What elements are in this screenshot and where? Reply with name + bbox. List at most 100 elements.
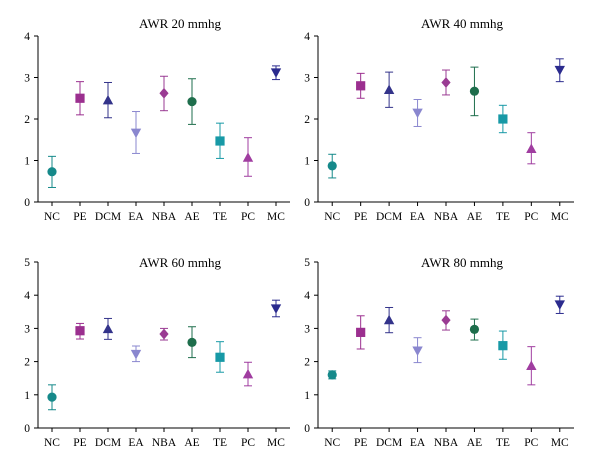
panel-title: AWR 20 mmhg	[139, 16, 222, 31]
x-tick-label: PE	[73, 211, 86, 223]
data-point-nba	[159, 328, 169, 340]
x-tick-label: EA	[410, 211, 426, 223]
x-tick-label: DCM	[376, 437, 402, 449]
data-point-nba	[441, 314, 451, 326]
data-point-pc	[242, 152, 254, 162]
data-point-ea	[412, 108, 423, 119]
data-point-ea	[412, 346, 423, 357]
x-tick-label: NBA	[152, 211, 177, 223]
y-tick-label: 2	[24, 114, 30, 126]
x-tick-label: AE	[184, 211, 199, 223]
y-tick-label: 3	[304, 73, 310, 85]
x-tick-label: PC	[241, 437, 255, 449]
x-tick-label: NC	[44, 437, 60, 449]
data-point-te	[215, 352, 225, 362]
data-point-nc	[47, 167, 57, 177]
data-point-pe	[75, 326, 85, 336]
x-tick-label: DCM	[95, 211, 121, 223]
y-tick-label: 1	[304, 390, 310, 402]
x-tick-label: PC	[241, 211, 255, 223]
x-tick-label: MC	[551, 437, 569, 449]
x-tick-label: AE	[184, 437, 199, 449]
data-point-ea	[130, 128, 142, 139]
data-point-ea	[130, 349, 142, 360]
y-tick-label: 5	[24, 257, 30, 269]
panel-awr-60: AWR 60 mmhg 0 1 2 3 4 5 NC PE DCM EA NBA AE TE PC MC	[24, 255, 290, 449]
x-tick-label: AE	[467, 437, 482, 449]
y-tick-label: 3	[24, 323, 30, 335]
data-point-mc	[554, 300, 565, 310]
data-point-te	[498, 114, 508, 124]
data-point-ae	[469, 86, 480, 96]
x-tick-label: EA	[410, 437, 426, 449]
panel-title: AWR 60 mmhg	[139, 255, 222, 270]
panel-awr-20: AWR 20 mmhg 0 1 2 3 4 NC PE DCM EA NBA AE TE PC MC	[24, 16, 290, 223]
x-tick-label: PC	[524, 437, 538, 449]
data-point-mc	[554, 65, 565, 76]
panel-awr-80: AWR 80 mmhg 0 1 2 3 4 5 NC PE DCM EA NBA AE TE PC MC	[304, 255, 574, 449]
data-point-nba	[159, 87, 169, 99]
x-tick-label: TE	[213, 437, 227, 449]
data-point-dcm	[102, 94, 114, 105]
y-tick-label: 2	[304, 114, 310, 126]
data-point-te	[215, 136, 225, 146]
y-tick-label: 0	[24, 423, 30, 435]
x-tick-label: DCM	[376, 211, 402, 223]
data-point-nc	[327, 370, 337, 380]
y-tick-label: 3	[304, 323, 310, 335]
x-tick-label: PE	[354, 437, 367, 449]
y-tick-label: 0	[304, 197, 310, 209]
x-tick-label: NBA	[152, 437, 177, 449]
y-tick-label: 2	[24, 357, 30, 369]
y-tick-label: 4	[24, 31, 30, 43]
y-tick-label: 1	[24, 156, 30, 168]
data-point-pe	[356, 327, 366, 337]
x-tick-label: AE	[467, 211, 482, 223]
y-tick-label: 1	[24, 390, 30, 402]
data-point-nc	[327, 161, 337, 171]
panel-title: AWR 80 mmhg	[421, 255, 504, 270]
x-tick-label: MC	[267, 437, 285, 449]
data-point-mc	[270, 68, 282, 78]
x-tick-label: MC	[551, 211, 569, 223]
y-tick-label: 0	[24, 197, 30, 209]
x-tick-label: PE	[354, 211, 367, 223]
x-tick-label: NC	[44, 211, 60, 223]
data-point-mc	[270, 304, 282, 314]
x-tick-label: TE	[496, 211, 510, 223]
data-point-te	[498, 341, 508, 351]
data-point-pe	[75, 93, 85, 103]
data-point-pe	[356, 81, 366, 91]
data-point-pc	[526, 360, 537, 371]
data-point-pc	[526, 143, 537, 153]
y-tick-label: 1	[304, 156, 310, 168]
y-tick-label: 4	[24, 290, 30, 302]
y-tick-label: 5	[304, 257, 310, 269]
x-tick-label: NC	[324, 211, 340, 223]
x-tick-label: TE	[496, 437, 510, 449]
data-point-ae	[187, 337, 197, 347]
x-tick-label: TE	[213, 211, 227, 223]
y-tick-label: 4	[304, 31, 310, 43]
data-point-dcm	[383, 84, 395, 95]
y-tick-label: 3	[24, 73, 30, 85]
x-tick-label: NC	[324, 437, 340, 449]
x-tick-label: NBA	[434, 211, 459, 223]
x-tick-label: EA	[128, 437, 144, 449]
data-point-ae	[469, 324, 480, 334]
panel-awr-40: AWR 40 mmhg 0 1 2 3 4 NC PE DCM EA NBA AE TE PC MC	[304, 16, 574, 223]
y-tick-label: 4	[304, 290, 310, 302]
data-point-nc	[47, 392, 57, 402]
x-tick-label: EA	[128, 211, 144, 223]
y-tick-label: 2	[304, 357, 310, 369]
x-tick-label: PC	[524, 211, 538, 223]
x-tick-label: NBA	[434, 437, 459, 449]
y-tick-label: 0	[304, 423, 310, 435]
x-tick-label: MC	[267, 211, 285, 223]
data-point-nba	[441, 77, 451, 88]
x-tick-label: PE	[73, 437, 86, 449]
x-tick-label: DCM	[95, 437, 121, 449]
data-point-pc	[242, 368, 254, 379]
data-point-dcm	[383, 314, 395, 325]
